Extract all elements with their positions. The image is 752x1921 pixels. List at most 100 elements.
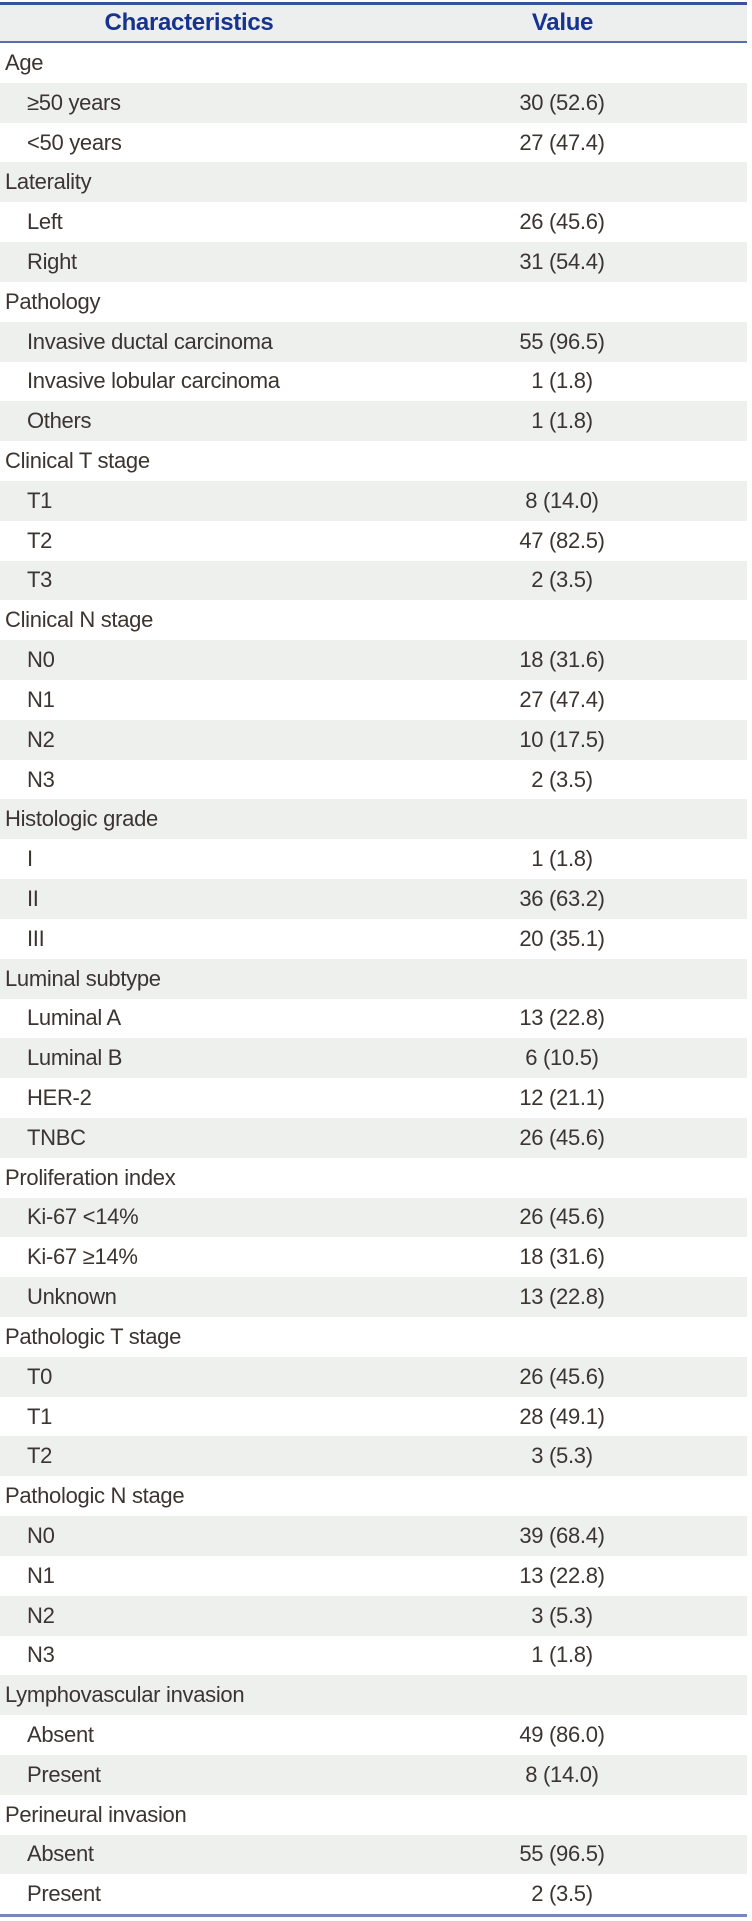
- value-cell: 39 (68.4): [519, 1522, 605, 1548]
- characteristic-label: Age: [5, 49, 44, 75]
- value-cell: 6 (10.5): [525, 1045, 599, 1071]
- table-row: TNBC 26 (45.6): [0, 1117, 747, 1158]
- value-cell: 3 (5.3): [531, 1602, 593, 1628]
- table-row: N2 3 (5.3): [0, 1595, 747, 1636]
- table-row: Lymphovascular invasion: [0, 1675, 747, 1716]
- characteristic-label: Luminal A: [27, 1005, 121, 1031]
- characteristic-label: Absent: [27, 1841, 94, 1867]
- table-row: Ki-67 ≥14% 18 (31.6): [0, 1237, 747, 1278]
- value-cell: 28 (49.1): [519, 1403, 605, 1429]
- table-row: I 1 (1.8): [0, 839, 747, 880]
- value-cell: 13 (22.8): [519, 1562, 605, 1588]
- characteristic-label: T1: [27, 1403, 53, 1429]
- table-row: II 36 (63.2): [0, 879, 747, 919]
- characteristic-label: N1: [27, 686, 55, 712]
- value-cell: 26 (45.6): [519, 1363, 605, 1389]
- table-row: N0 39 (68.4): [0, 1516, 747, 1556]
- table-row: HER-2 12 (21.1): [0, 1078, 747, 1118]
- characteristic-label: T1: [27, 487, 53, 513]
- table-row: Laterality: [0, 162, 747, 203]
- value-cell: 30 (52.6): [519, 89, 605, 115]
- characteristic-label: N2: [27, 726, 55, 752]
- characteristic-label: N3: [27, 766, 55, 792]
- table-row: Luminal B 6 (10.5): [0, 1038, 747, 1079]
- table-row: N2 10 (17.5): [0, 719, 747, 760]
- value-cell: 1 (1.8): [531, 408, 593, 434]
- table-row: T3 2 (3.5): [0, 560, 747, 601]
- table-header-row: Characteristics Value: [0, 2, 747, 43]
- value-cell: 18 (31.6): [519, 1244, 605, 1270]
- value-cell: 18 (31.6): [519, 647, 605, 673]
- table-row: Pathology: [0, 281, 747, 322]
- value-cell: 26 (45.6): [519, 209, 605, 235]
- value-cell: 20 (35.1): [519, 925, 605, 951]
- table-row: Age: [0, 43, 747, 83]
- characteristic-label: Lymphovascular invasion: [5, 1682, 245, 1708]
- table-row: T2 3 (5.3): [0, 1436, 747, 1477]
- characteristic-label: Present: [27, 1881, 101, 1907]
- characteristic-label: Others: [27, 408, 92, 434]
- table-row: Pathologic N stage: [0, 1476, 747, 1517]
- characteristic-label: Luminal B: [27, 1045, 123, 1071]
- characteristic-label: Right: [27, 248, 77, 274]
- table-row: ≥50 years 30 (52.6): [0, 82, 747, 123]
- characteristic-label: Laterality: [5, 169, 92, 195]
- table-row: Clinical T stage: [0, 441, 747, 481]
- value-cell: 47 (82.5): [519, 527, 605, 553]
- table-row: Right 31 (54.4): [0, 242, 747, 282]
- table-row: T0 26 (45.6): [0, 1356, 747, 1397]
- characteristic-label: I: [27, 846, 33, 872]
- value-cell: 10 (17.5): [519, 726, 605, 752]
- characteristic-label: Unknown: [27, 1284, 117, 1310]
- table-row: N1 27 (47.4): [0, 680, 747, 720]
- value-cell: 2 (3.5): [531, 766, 593, 792]
- table-row: Perineural invasion: [0, 1794, 747, 1835]
- characteristic-label: HER-2: [27, 1085, 92, 1111]
- table-row: Luminal A 13 (22.8): [0, 998, 747, 1039]
- characteristic-label: Ki-67 <14%: [27, 1204, 139, 1230]
- table-row: III 20 (35.1): [0, 918, 747, 959]
- characteristic-label: T0: [27, 1363, 53, 1389]
- table-row: Present 8 (14.0): [0, 1754, 747, 1795]
- characteristic-label: ≥50 years: [27, 89, 121, 115]
- table-row: Invasive ductal carcinoma 55 (96.5): [0, 321, 747, 362]
- value-cell: 13 (22.8): [519, 1005, 605, 1031]
- characteristic-label: Perineural invasion: [5, 1801, 187, 1827]
- characteristic-label: Invasive lobular carcinoma: [27, 368, 280, 394]
- table-row: Invasive lobular carcinoma 1 (1.8): [0, 361, 747, 402]
- characteristic-label: II: [27, 885, 39, 911]
- value-cell: 12 (21.1): [519, 1085, 605, 1111]
- value-cell: 31 (54.4): [519, 248, 605, 274]
- table-row: <50 years 27 (47.4): [0, 122, 747, 163]
- table-row: Luminal subtype: [0, 958, 747, 999]
- table-row: N3 1 (1.8): [0, 1635, 747, 1676]
- table-row: Pathologic T stage: [0, 1317, 747, 1357]
- characteristic-label: N0: [27, 647, 55, 673]
- table-row: Absent 49 (86.0): [0, 1715, 747, 1755]
- characteristic-label: Luminal subtype: [5, 965, 161, 991]
- characteristic-label: N1: [27, 1562, 55, 1588]
- value-cell: 55 (96.5): [519, 1841, 605, 1867]
- table-body: Age ≥50 years 30 (52.6) <50 years 27 (47…: [0, 43, 747, 1917]
- characteristic-label: <50 years: [27, 129, 122, 155]
- table-row: Histologic grade: [0, 799, 747, 840]
- column-header-value: Value: [531, 9, 594, 36]
- value-cell: 8 (14.0): [525, 1761, 599, 1787]
- characteristic-label: Clinical T stage: [5, 448, 150, 474]
- characteristic-label: Proliferation index: [5, 1164, 176, 1190]
- table-row: Absent 55 (96.5): [0, 1834, 747, 1875]
- characteristic-label: Pathologic N stage: [5, 1483, 185, 1509]
- table-row: N3 2 (3.5): [0, 759, 747, 800]
- value-cell: 26 (45.6): [519, 1204, 605, 1230]
- characteristic-label: N2: [27, 1602, 55, 1628]
- characteristic-label: Left: [27, 209, 63, 235]
- table-row: T2 47 (82.5): [0, 520, 747, 561]
- value-cell: 36 (63.2): [519, 885, 605, 911]
- value-cell: 26 (45.6): [519, 1124, 605, 1150]
- table-row: Others 1 (1.8): [0, 401, 747, 442]
- value-cell: 27 (47.4): [519, 686, 605, 712]
- value-cell: 27 (47.4): [519, 129, 605, 155]
- characteristic-label: Ki-67 ≥14%: [27, 1244, 138, 1270]
- characteristic-label: T2: [27, 1443, 53, 1469]
- value-cell: 1 (1.8): [531, 1642, 593, 1668]
